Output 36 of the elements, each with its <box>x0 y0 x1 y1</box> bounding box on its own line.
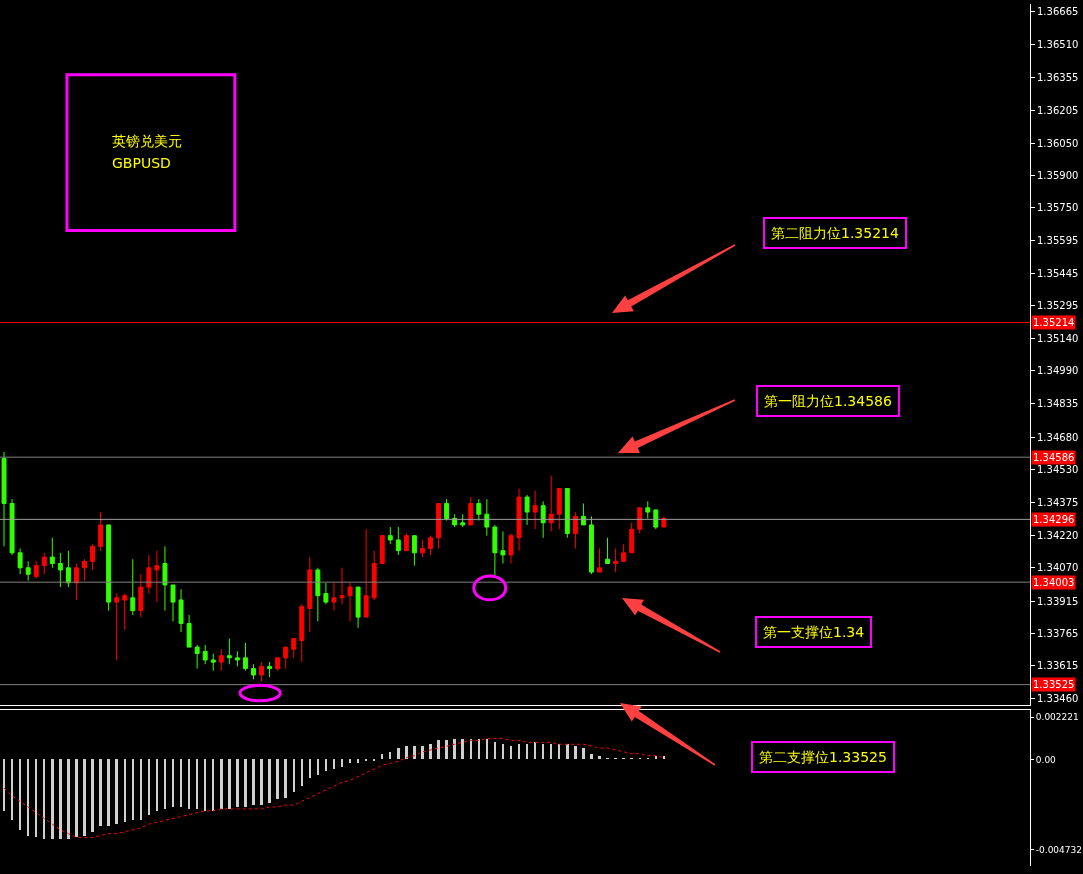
y-tick-label: 1.33460 <box>1037 693 1079 705</box>
y-tick-label: 1.35900 <box>1037 170 1079 181</box>
ref-line-label: 1.33525 <box>1033 679 1075 690</box>
y-tick-label: 1.34680 <box>1037 431 1079 443</box>
y-tick-label: 1.36510 <box>1037 39 1079 51</box>
annotation: 第一阻力位1.34586 <box>764 393 892 409</box>
annotation: 第二支撑位1.33525 <box>759 749 887 765</box>
y-tick-label: 1.36050 <box>1037 137 1079 149</box>
y-tick-label: 1.35750 <box>1037 202 1079 214</box>
y-tick-label: 0.00 <box>1035 754 1057 765</box>
y-tick-label: 1.36205 <box>1037 104 1079 116</box>
y-tick-label: 1.34070 <box>1037 562 1079 574</box>
y-tick-label: 1.35295 <box>1037 299 1079 311</box>
annotation: 第一支撑位1.34 <box>763 624 865 640</box>
ref-line-label: 1.34586 <box>1033 452 1075 463</box>
y-tick-label: 1.33765 <box>1037 627 1079 639</box>
y-tick-label: 1.35595 <box>1037 235 1079 247</box>
y-tick-label: 1.34530 <box>1037 463 1079 475</box>
y-tick-label: 1.36665 <box>1037 6 1079 17</box>
ref-line-label: 1.34003 <box>1033 577 1075 588</box>
y-tick-label: 1.33615 <box>1037 659 1079 671</box>
text: 英镑兑美元 <box>112 133 182 149</box>
y-tick-label: 1.34835 <box>1037 398 1079 410</box>
ref-line-label: 1.34296 <box>1033 514 1075 525</box>
y-tick-label: 1.34990 <box>1037 365 1079 377</box>
ref-line-label: 1.35214 <box>1033 317 1075 328</box>
annotation: 第二阻力位1.35214 <box>771 225 899 241</box>
y-tick-label: 1.34220 <box>1037 530 1079 542</box>
y-tick-label: -0.004732 <box>1035 844 1082 855</box>
y-tick-label: 1.35445 <box>1037 267 1079 279</box>
y-tick-label: 1.34375 <box>1037 496 1079 508</box>
text: GBPUSD <box>112 155 171 171</box>
y-tick-label: 1.33915 <box>1037 595 1079 607</box>
y-tick-label: 0.002221 <box>1035 712 1079 723</box>
y-tick-label: 1.36355 <box>1037 72 1079 84</box>
y-tick-label: 1.35140 <box>1037 332 1079 344</box>
